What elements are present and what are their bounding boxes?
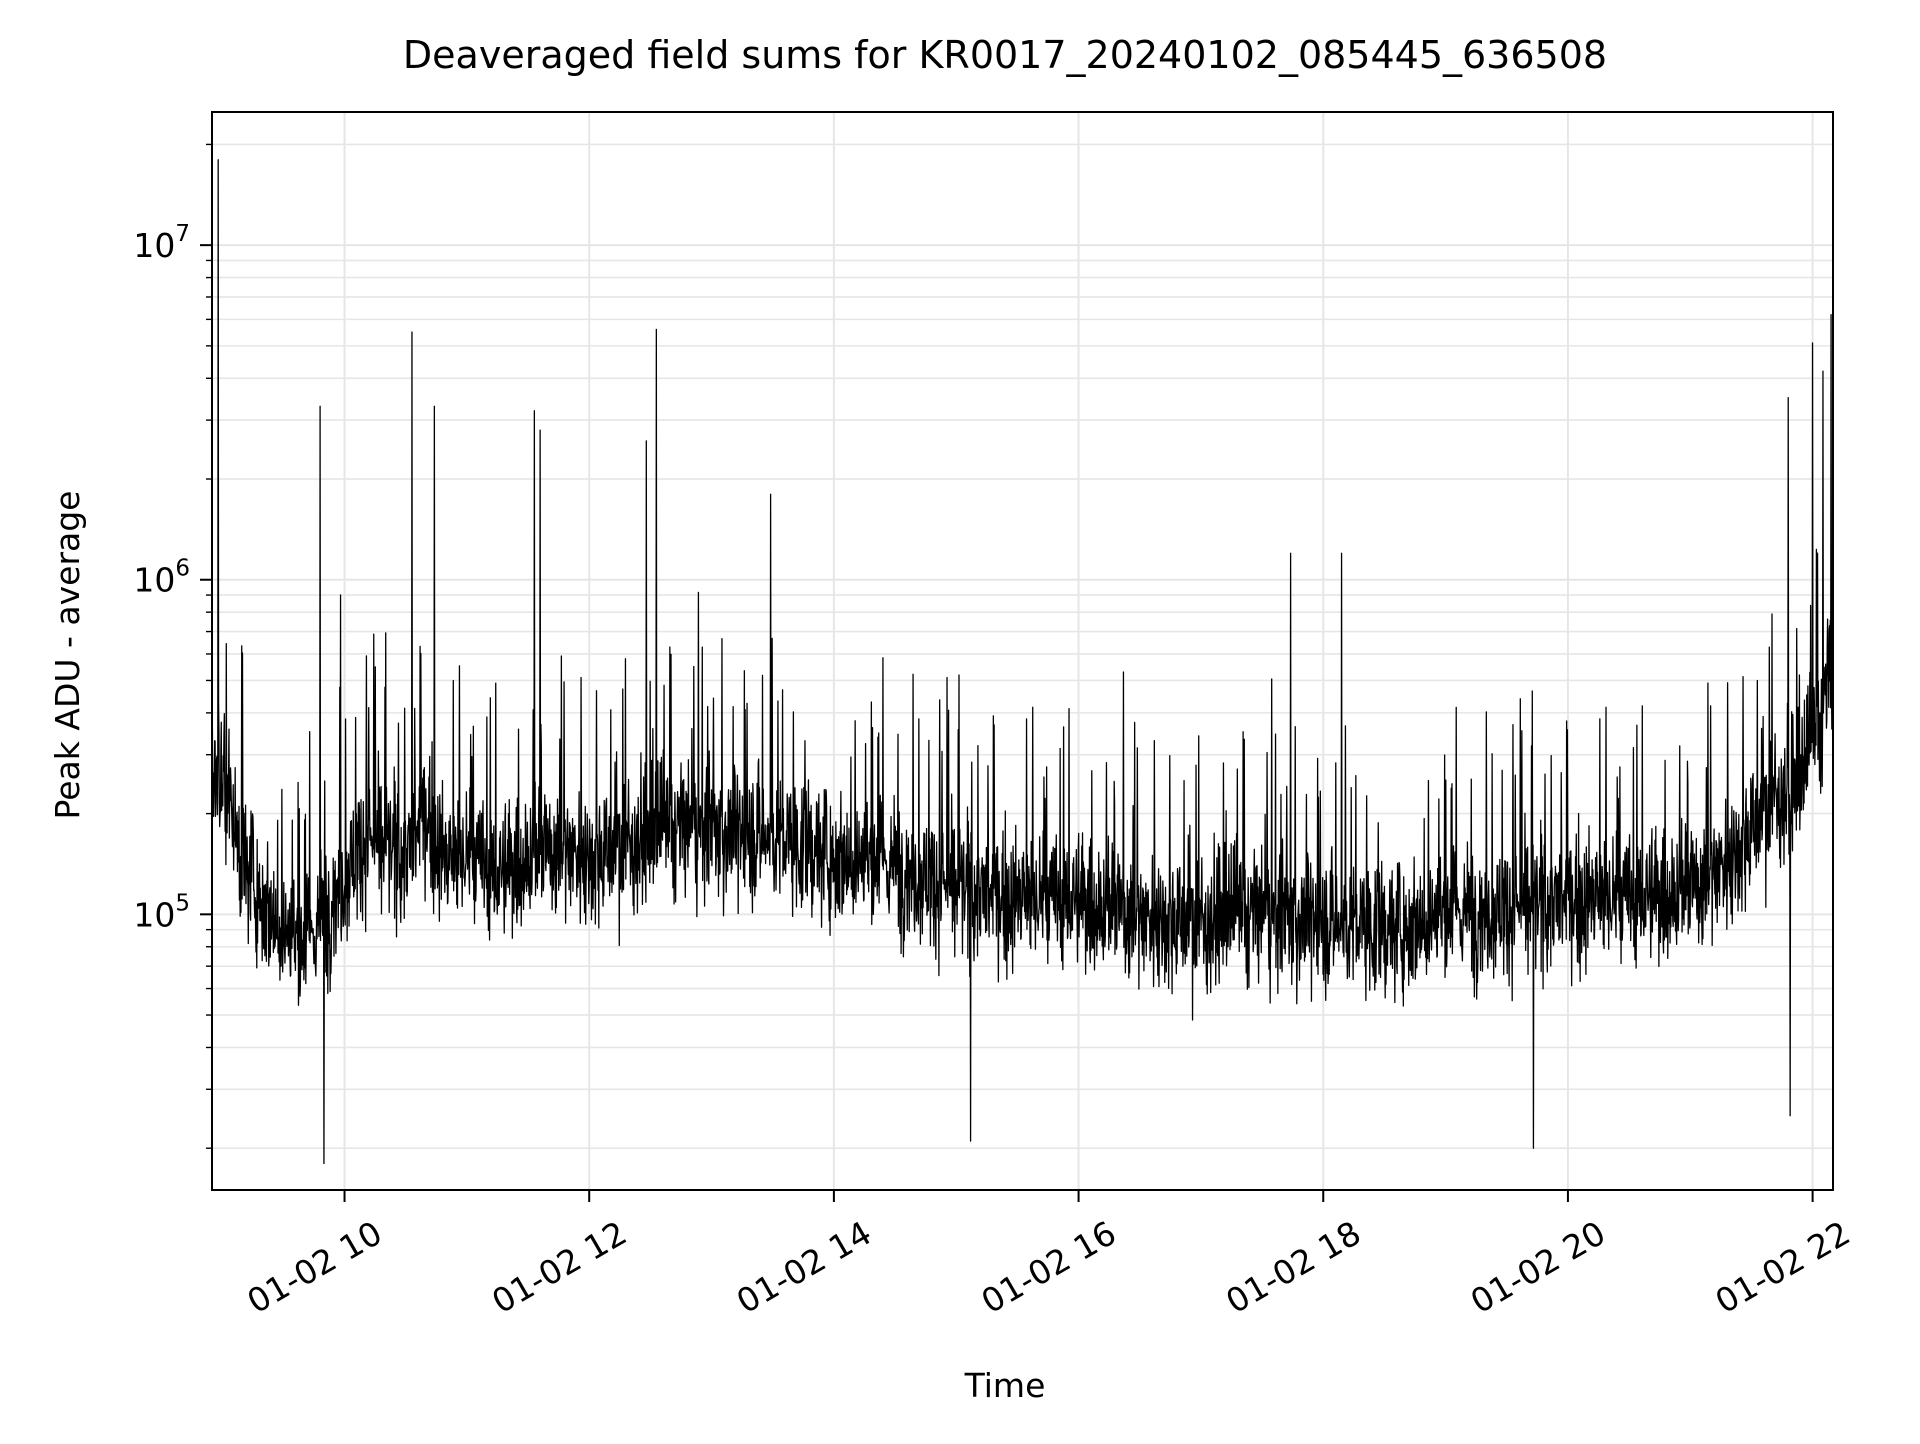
y-tick-base: 10 [133, 561, 175, 600]
y-tick-exponent: 5 [175, 890, 190, 916]
y-tick-base: 10 [133, 226, 175, 265]
y-tick-exponent: 6 [175, 556, 190, 582]
grid-lines [212, 112, 1833, 1190]
x-axis-label: Time [964, 1366, 1046, 1405]
data-series [212, 159, 1833, 1165]
y-tick-label: 105 [133, 890, 190, 934]
series-line [212, 159, 1833, 1165]
y-tick-label: 107 [133, 221, 190, 265]
y-tick-exponent: 7 [175, 221, 190, 247]
chart-title: Deaveraged field sums for KR0017_2024010… [403, 33, 1607, 77]
y-tick-label: 106 [133, 556, 190, 600]
y-tick-base: 10 [133, 895, 175, 934]
plot-frame [211, 111, 1834, 1191]
y-axis-label: Peak ADU - average [48, 491, 87, 820]
